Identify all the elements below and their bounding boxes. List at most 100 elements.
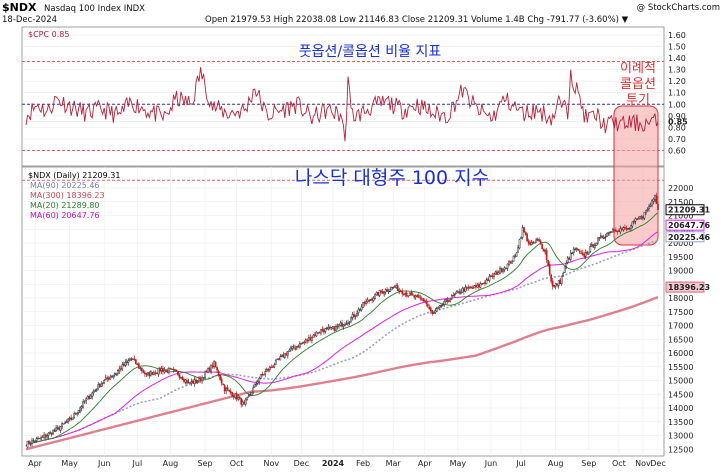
candle-body bbox=[449, 299, 452, 302]
callout-line-1: 이례적 bbox=[620, 61, 656, 76]
candle-body bbox=[457, 291, 459, 293]
candle-body bbox=[196, 381, 199, 383]
candle-body bbox=[65, 421, 68, 423]
candle-body bbox=[181, 377, 184, 381]
candle-body bbox=[277, 358, 280, 360]
candle-body bbox=[216, 367, 218, 371]
candle-body bbox=[109, 376, 112, 380]
candle-body bbox=[488, 275, 491, 281]
candle-body bbox=[291, 346, 294, 349]
cpc-tick-label: 0.90 bbox=[668, 112, 686, 121]
candle-body bbox=[58, 427, 60, 430]
candle-body bbox=[225, 388, 227, 392]
candle-body bbox=[336, 325, 339, 328]
candle-body bbox=[589, 246, 592, 252]
candle-body bbox=[26, 440, 29, 448]
candle-body bbox=[326, 327, 328, 330]
candle-body bbox=[59, 426, 62, 431]
candle-body bbox=[563, 266, 566, 273]
candle-body bbox=[652, 198, 655, 202]
candle-body bbox=[402, 293, 405, 296]
candle-body bbox=[220, 378, 223, 384]
candle-body bbox=[85, 398, 88, 401]
candle-body bbox=[68, 417, 71, 420]
candle-body bbox=[539, 240, 542, 245]
candle-body bbox=[49, 432, 51, 434]
candle-body bbox=[347, 322, 349, 324]
candle-body bbox=[297, 345, 300, 348]
candle-body bbox=[121, 364, 124, 370]
candle-body bbox=[76, 412, 79, 415]
candle-body bbox=[323, 329, 325, 333]
candle-body bbox=[503, 267, 506, 271]
candle-body bbox=[172, 369, 175, 371]
candle-body bbox=[100, 383, 103, 387]
candle-body bbox=[309, 337, 312, 341]
candle-body bbox=[466, 287, 468, 289]
candle-body bbox=[587, 251, 590, 255]
candle-body bbox=[467, 287, 470, 289]
price-tick-label: 14500 bbox=[668, 390, 693, 399]
candle-body bbox=[138, 363, 140, 369]
x-tick-label: Mar bbox=[386, 459, 402, 468]
x-tick-label: Sep bbox=[198, 459, 213, 468]
candle-body bbox=[253, 383, 256, 388]
candle-body bbox=[50, 432, 53, 435]
candle-body bbox=[95, 389, 98, 391]
candle-body bbox=[166, 369, 169, 373]
candle-body bbox=[482, 282, 485, 285]
candle-body bbox=[163, 370, 166, 373]
candle-body bbox=[189, 382, 191, 384]
candle-body bbox=[432, 312, 435, 314]
candle-body bbox=[538, 239, 540, 242]
price-tick-label: 21000 bbox=[668, 212, 693, 221]
candle-body bbox=[500, 267, 503, 273]
candle-body bbox=[408, 292, 411, 296]
candle-body bbox=[566, 257, 569, 263]
candle-body bbox=[657, 203, 659, 210]
candle-body bbox=[207, 368, 209, 373]
candle-body bbox=[625, 227, 628, 230]
candle-body bbox=[165, 369, 167, 371]
candle-body bbox=[183, 379, 185, 382]
candle-body bbox=[499, 268, 501, 274]
candle-body bbox=[627, 228, 629, 230]
candle-body bbox=[648, 206, 650, 210]
candle-body bbox=[110, 376, 113, 378]
candle-body bbox=[605, 233, 608, 238]
candle-body bbox=[205, 370, 208, 373]
candle-body bbox=[607, 232, 610, 234]
candle-body bbox=[386, 289, 388, 292]
x-tick-label: Nov bbox=[263, 459, 279, 468]
candle-body bbox=[174, 369, 176, 372]
price-tick-label: 13000 bbox=[668, 432, 693, 441]
candle-body bbox=[332, 326, 334, 329]
candle-body bbox=[624, 227, 626, 229]
candle-body bbox=[314, 334, 316, 337]
candle-body bbox=[338, 324, 340, 327]
candle-body bbox=[631, 221, 634, 227]
candle-body bbox=[362, 302, 364, 308]
candle-body bbox=[279, 356, 282, 361]
candle-body bbox=[228, 390, 230, 392]
x-tick-label: Feb bbox=[356, 459, 370, 468]
candle-body bbox=[548, 264, 551, 275]
candle-body bbox=[571, 252, 574, 254]
candle-body bbox=[142, 370, 145, 373]
candle-body bbox=[92, 391, 95, 394]
candle-body bbox=[431, 310, 434, 314]
cpc-series-line bbox=[25, 67, 659, 142]
candle-body bbox=[61, 423, 63, 427]
legend-ma60: MA(60) 20647.76 bbox=[30, 211, 100, 220]
candle-body bbox=[38, 437, 41, 440]
legend-ma300: MA(300) 18396.23 bbox=[30, 191, 105, 200]
candle-body bbox=[156, 372, 158, 375]
candle-body bbox=[345, 323, 348, 325]
cpc-tick-label: 1.00 bbox=[668, 100, 686, 109]
candle-body bbox=[621, 228, 623, 231]
candle-body bbox=[351, 314, 354, 318]
candle-body bbox=[70, 417, 72, 420]
candle-body bbox=[536, 238, 539, 241]
candle-body bbox=[217, 370, 220, 377]
